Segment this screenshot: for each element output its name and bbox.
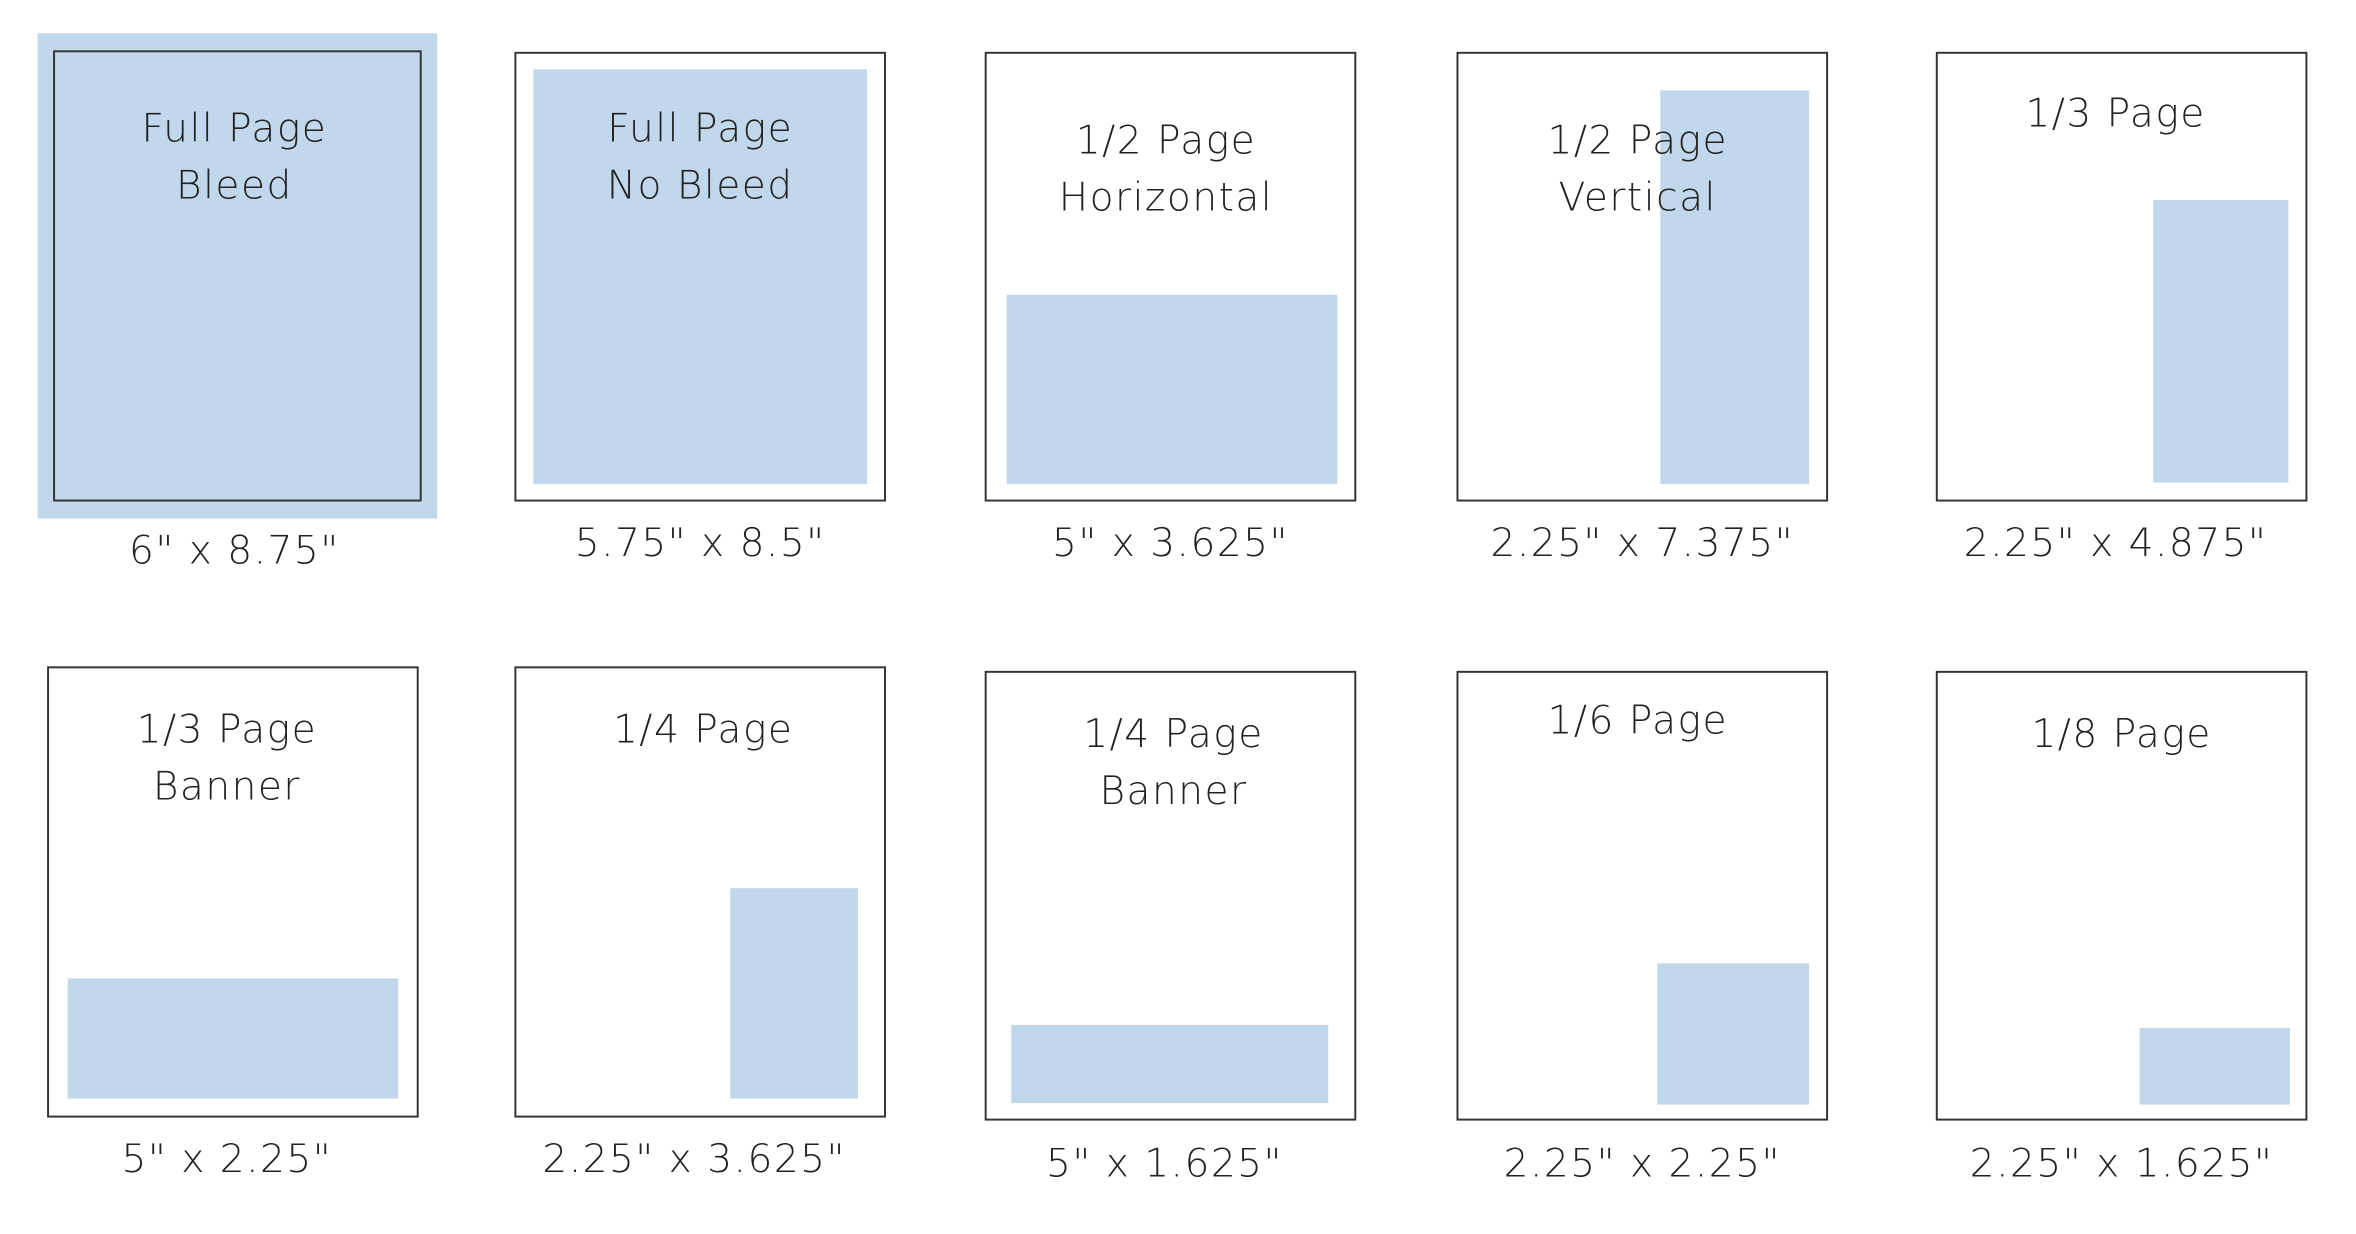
ad-title: 1/2 Page bbox=[1548, 118, 1728, 163]
ad-title: 1/2 Page bbox=[1076, 118, 1256, 163]
ad-size: 2.25" x 2.25" bbox=[1504, 1142, 1781, 1187]
page-frame bbox=[1456, 670, 1829, 1121]
ad-title: Full Page bbox=[141, 106, 327, 151]
ad-size: 5" x 2.25" bbox=[122, 1137, 333, 1182]
ad-title: 1/6 Page bbox=[1548, 698, 1728, 743]
page-frame bbox=[984, 670, 1357, 1121]
ad-area bbox=[2153, 200, 2289, 483]
ad-size: 5" x 3.625" bbox=[1052, 521, 1289, 566]
ad-title: 1/3 Page bbox=[2025, 91, 2205, 136]
ad-title: 1/3 Page bbox=[137, 707, 317, 752]
ad-area bbox=[67, 978, 399, 1099]
ad-size: 2.25" x 4.875" bbox=[1964, 521, 2268, 566]
page-frame bbox=[53, 50, 422, 502]
ad-size: 5.75" x 8.5" bbox=[575, 521, 826, 566]
ad-area bbox=[37, 33, 438, 519]
page-frame bbox=[984, 51, 1357, 502]
ad-size: 2.25" x 1.625" bbox=[1970, 1142, 2274, 1187]
ad-title: Banner bbox=[153, 765, 301, 810]
ad-area bbox=[1660, 90, 1810, 485]
ad-size: 2.25" x 3.625" bbox=[542, 1137, 846, 1182]
ad-area bbox=[1006, 294, 1338, 485]
ad-area bbox=[730, 888, 858, 1099]
ad-area bbox=[2139, 1027, 2290, 1105]
ad-title: 1/8 Page bbox=[2031, 712, 2211, 757]
ad-area bbox=[1011, 1024, 1329, 1104]
ad-title: Horizontal bbox=[1059, 176, 1273, 221]
page-frame bbox=[514, 666, 886, 1118]
ad-area bbox=[533, 69, 867, 485]
ad-title: Bleed bbox=[176, 164, 293, 209]
ad-title: 1/4 Page bbox=[1083, 712, 1263, 757]
page-frame bbox=[47, 666, 419, 1118]
page-frame bbox=[1456, 51, 1829, 502]
ad-size: 2.25" x 7.375" bbox=[1490, 521, 1794, 566]
page-frame bbox=[1935, 51, 2308, 502]
ad-size: 5" x 1.625" bbox=[1046, 1142, 1283, 1187]
ad-title: Vertical bbox=[1559, 176, 1717, 221]
ad-title: Full Page bbox=[607, 106, 793, 151]
ad-title: No Bleed bbox=[607, 164, 794, 209]
ad-size: 6" x 8.75" bbox=[129, 529, 340, 574]
ad-area bbox=[1657, 963, 1810, 1105]
ad-title: Banner bbox=[1099, 769, 1247, 814]
page-frame bbox=[1935, 670, 2308, 1121]
page-frame bbox=[514, 51, 886, 502]
ad-title: 1/4 Page bbox=[613, 707, 793, 752]
